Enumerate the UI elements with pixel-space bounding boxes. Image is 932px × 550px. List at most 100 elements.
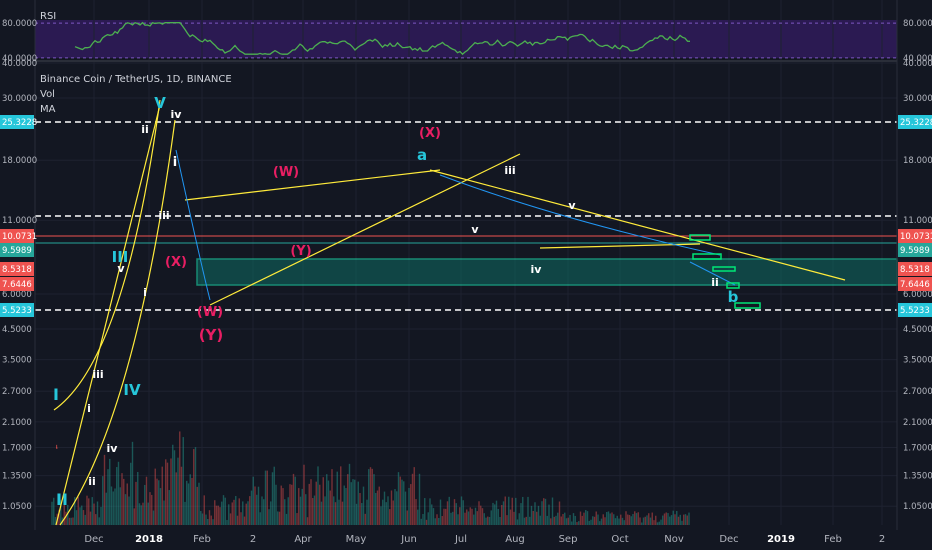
wave-label: (Y) bbox=[199, 326, 224, 344]
volume-bar bbox=[331, 469, 333, 525]
x-tick-label: Apr bbox=[294, 534, 312, 545]
volume-bar bbox=[571, 521, 573, 525]
volume-bar bbox=[676, 510, 678, 525]
volume-bar bbox=[618, 518, 620, 525]
volume-bar bbox=[180, 466, 183, 525]
rsi-level-label: 80.0000 bbox=[2, 19, 37, 29]
volume-bar bbox=[317, 466, 319, 525]
wave-label: (W) bbox=[273, 165, 299, 180]
volume-bar bbox=[135, 481, 137, 525]
price-tag-label: 25.3228 bbox=[2, 118, 37, 128]
x-tick-label: Oct bbox=[611, 534, 628, 545]
wave-labels: IIIIIIIVViiiiiiivviiiiiiivviiiivviii(X)(… bbox=[53, 94, 739, 509]
volume-bar bbox=[100, 506, 102, 525]
volume-bar bbox=[292, 473, 295, 525]
trend-line bbox=[184, 169, 441, 201]
volume-bar bbox=[81, 505, 83, 525]
volume-bar bbox=[541, 501, 543, 525]
volume-bar bbox=[403, 481, 405, 525]
volume-bar bbox=[238, 498, 240, 525]
volume-bar bbox=[667, 513, 669, 525]
rsi-band bbox=[35, 20, 897, 58]
volume-bar bbox=[334, 502, 337, 525]
volume-bar bbox=[355, 503, 358, 525]
volume-bar bbox=[511, 497, 513, 525]
volume-bar bbox=[665, 512, 667, 525]
volume-bar bbox=[117, 461, 120, 525]
volume-bar bbox=[504, 496, 506, 525]
volume-bar bbox=[432, 508, 435, 525]
volume-bar bbox=[51, 501, 53, 525]
volume-bar bbox=[672, 510, 674, 525]
volume-bar bbox=[235, 496, 237, 525]
volume-bar bbox=[642, 517, 645, 525]
volume-bar bbox=[350, 482, 352, 525]
volume-bar bbox=[172, 444, 174, 525]
wave-label: b bbox=[728, 288, 739, 306]
x-tick-label: Feb bbox=[824, 534, 842, 545]
volume-bar bbox=[107, 469, 109, 525]
x-tick-label: May bbox=[346, 534, 367, 545]
y-tick-label: 6.0000 bbox=[903, 290, 932, 300]
wave-label: (X) bbox=[419, 126, 441, 141]
volume-bar bbox=[564, 512, 566, 525]
volume-bar bbox=[425, 519, 428, 525]
volume-bar bbox=[327, 480, 330, 525]
volume-bar bbox=[471, 508, 473, 525]
volume-bar bbox=[119, 487, 121, 525]
wave-label: ii bbox=[141, 123, 149, 136]
trend-line bbox=[209, 153, 521, 306]
volume-bar bbox=[282, 488, 284, 525]
y-tick-label: 40.0000 bbox=[903, 59, 932, 69]
volume-bar bbox=[277, 511, 279, 525]
volume-bar bbox=[457, 514, 459, 525]
y-tick-label: 2.7000 bbox=[2, 387, 32, 397]
volume-bar bbox=[387, 496, 389, 525]
volume-bar bbox=[450, 512, 452, 525]
volume-bar bbox=[438, 518, 440, 525]
volume-bar bbox=[226, 519, 228, 525]
curve-line bbox=[59, 119, 176, 526]
volume-bar bbox=[131, 441, 134, 525]
volume-bar bbox=[221, 501, 223, 525]
volume-bar bbox=[54, 516, 57, 525]
volume-bar bbox=[182, 437, 184, 525]
volume-bar bbox=[681, 520, 683, 525]
y-tick-label: 3.5000 bbox=[2, 356, 32, 366]
volume-bar bbox=[490, 510, 492, 525]
volume-bar bbox=[298, 488, 300, 525]
price-tag-bg bbox=[898, 277, 932, 291]
volume-bar bbox=[324, 496, 326, 525]
volume-bar bbox=[63, 502, 65, 525]
volume-bar bbox=[583, 512, 585, 525]
volume-bar bbox=[123, 478, 125, 525]
trend-line bbox=[55, 104, 161, 526]
price-tag-bg bbox=[0, 262, 34, 276]
volume-bar bbox=[443, 508, 445, 525]
volume-bar bbox=[368, 469, 370, 525]
price-tags: 25.3228 25.3228 10.0731 10.0731 9.5989 9.5989… bbox=[0, 115, 932, 317]
volume-bar bbox=[156, 478, 158, 525]
volume-bar bbox=[408, 487, 410, 525]
volume-bar bbox=[599, 521, 601, 525]
volume-bar bbox=[576, 522, 578, 525]
y-tick-label: 2.1000 bbox=[2, 418, 32, 428]
rsi-label: RSI bbox=[40, 11, 56, 22]
volume-bar bbox=[110, 486, 113, 525]
volume-bar bbox=[133, 508, 135, 525]
y-tick-label: 2.1000 bbox=[903, 418, 932, 428]
volume-bar bbox=[210, 515, 212, 525]
volume-bar bbox=[532, 510, 534, 525]
volume-bar bbox=[229, 513, 232, 525]
volume-bar bbox=[422, 513, 424, 525]
volume-bar bbox=[53, 497, 55, 525]
x-tick-label: 2018 bbox=[135, 534, 163, 545]
volume-bar bbox=[58, 509, 60, 525]
volume-bar bbox=[604, 517, 606, 525]
volume-bar bbox=[82, 510, 85, 525]
volume-bar bbox=[607, 511, 610, 525]
volume-bar bbox=[296, 513, 298, 525]
volume-bar bbox=[340, 466, 342, 525]
volume-bar bbox=[273, 466, 275, 525]
